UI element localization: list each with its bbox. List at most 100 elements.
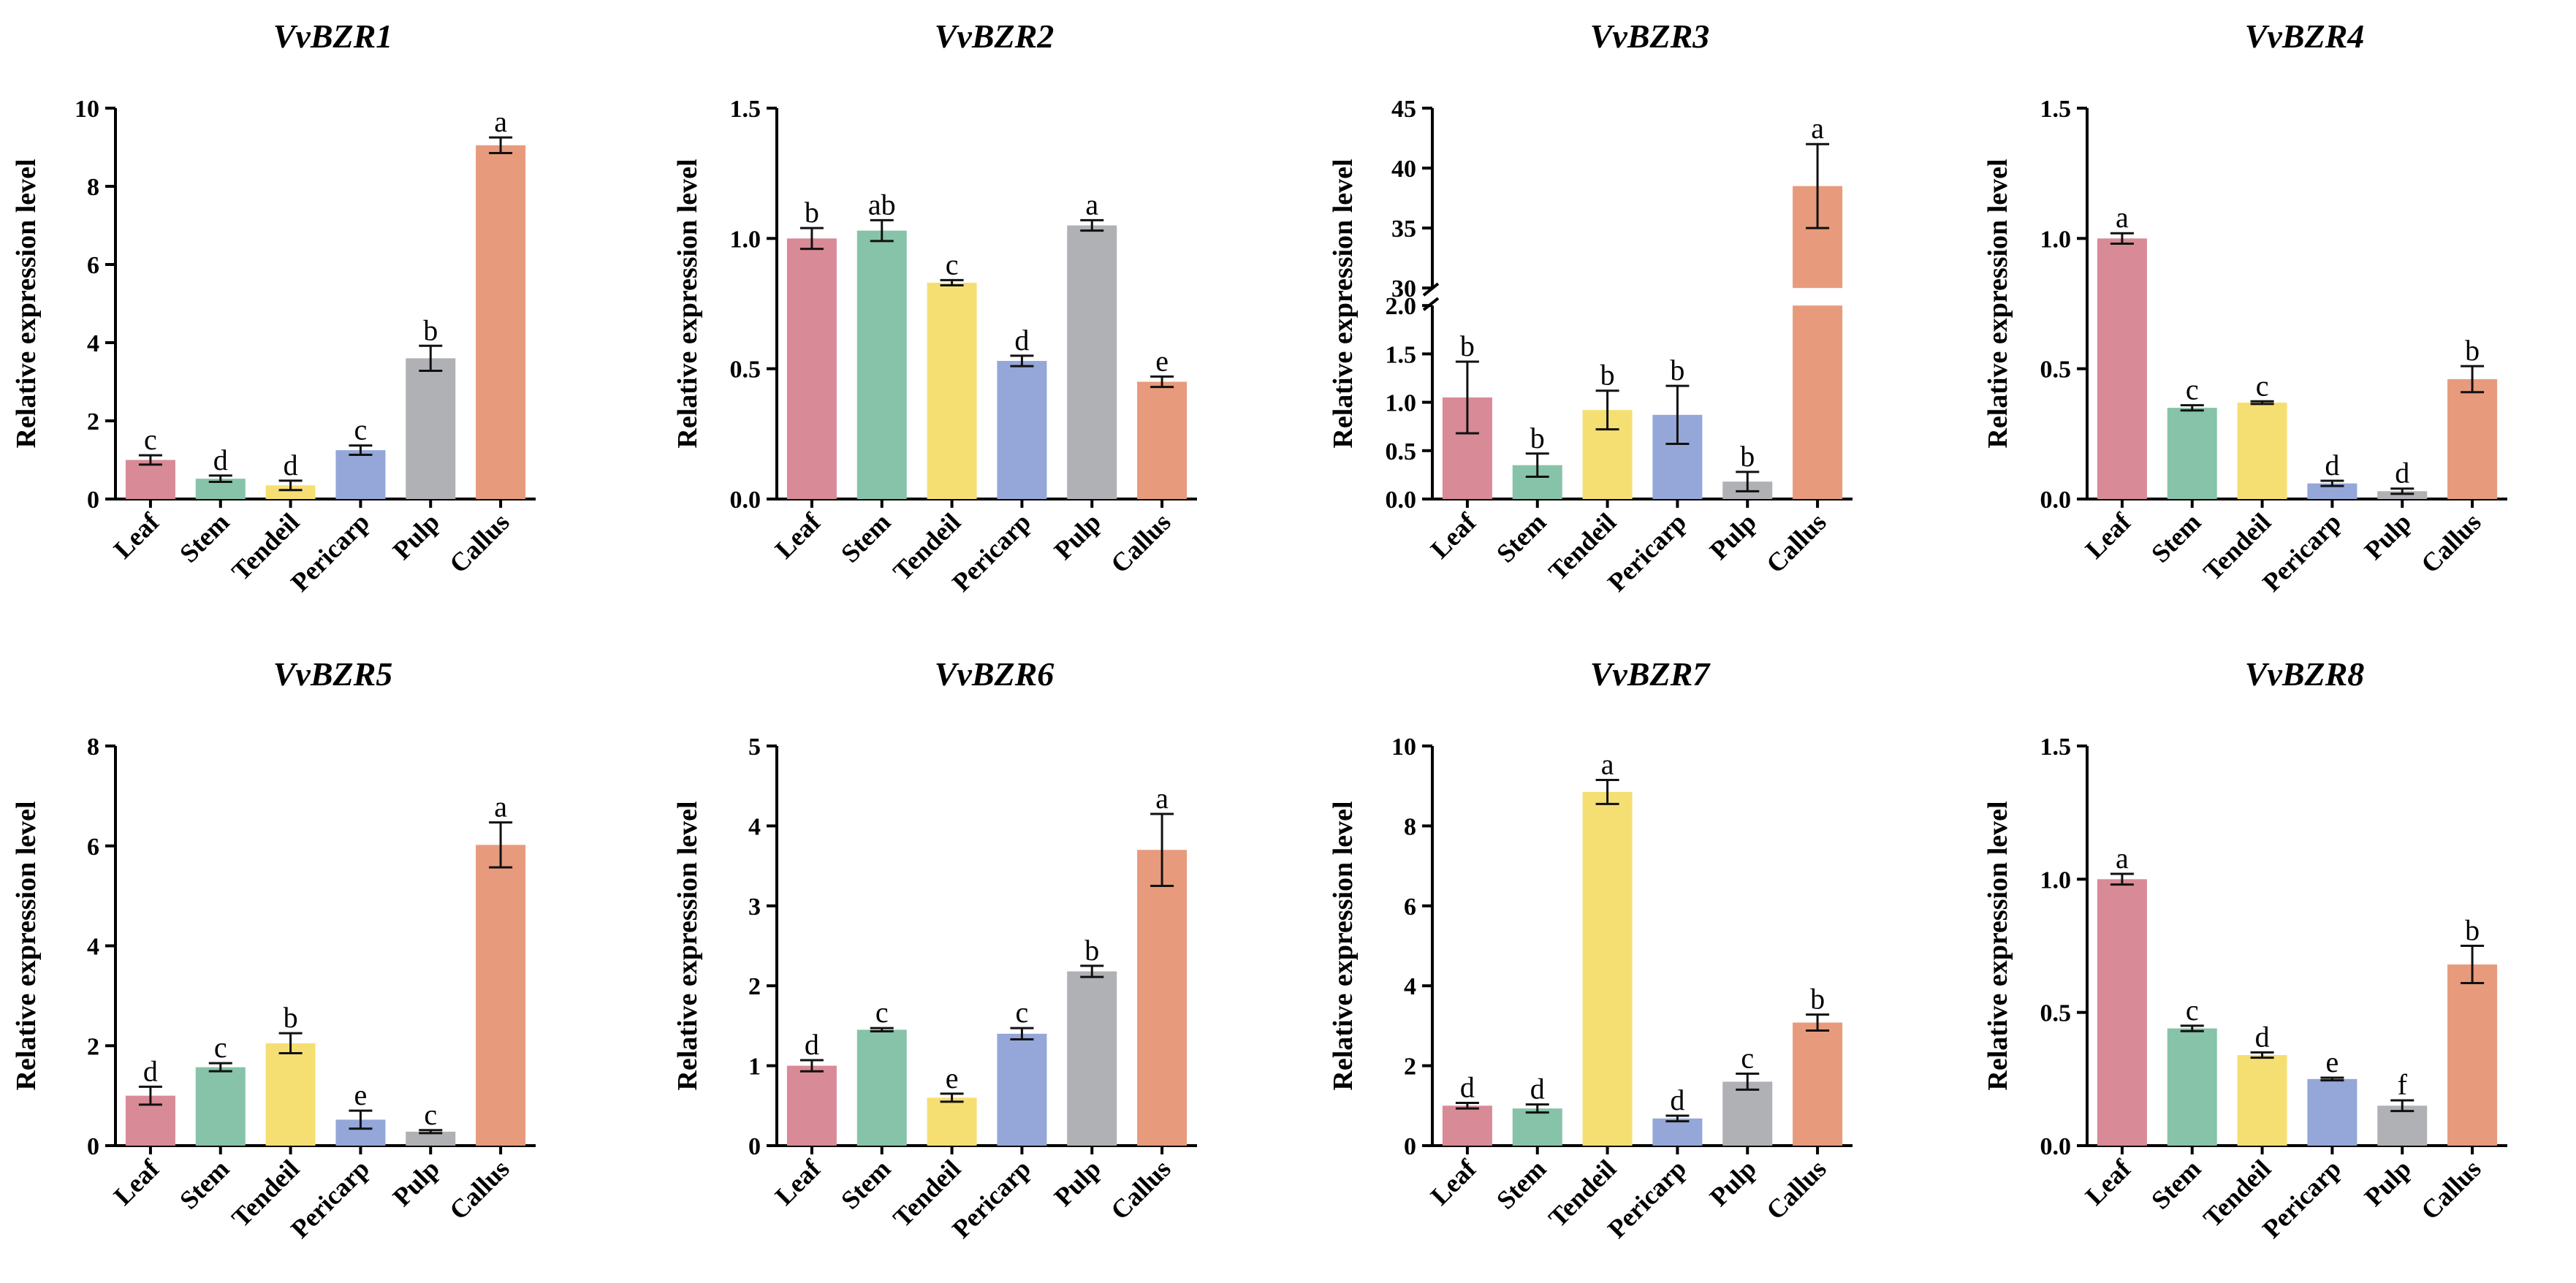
y-axis-label: Relative expression level bbox=[1983, 801, 2013, 1090]
y-tick-label: 2 bbox=[1404, 1054, 1416, 1081]
y-tick-label: 4 bbox=[87, 934, 99, 961]
y-tick-label: 30 bbox=[1391, 275, 1416, 302]
y-axis-label: Relative expression level bbox=[11, 159, 42, 448]
y-tick-label: 0 bbox=[87, 487, 99, 514]
bar bbox=[1793, 1022, 1843, 1146]
y-tick-label: 1.0 bbox=[2040, 226, 2072, 253]
chart-panel-8: VvBZR8 Relative expression level 0.0 0.5 1.0… bbox=[1983, 655, 2507, 1244]
significance-letter: a bbox=[1601, 747, 1614, 780]
y-tick-label: 0.5 bbox=[2040, 1000, 2072, 1027]
x-tick-label: Pericarp bbox=[946, 507, 1036, 597]
chart-title: VvBZR8 bbox=[2245, 655, 2365, 693]
bar bbox=[2097, 238, 2147, 499]
x-tick-label: Pulp bbox=[387, 1154, 445, 1211]
x-tick-label: Pericarp bbox=[285, 1154, 375, 1244]
bar bbox=[195, 1067, 246, 1146]
bar bbox=[856, 1029, 907, 1146]
x-tick-label: Callus bbox=[2415, 507, 2487, 579]
bar bbox=[2377, 1105, 2428, 1146]
significance-letter: b bbox=[1084, 934, 1099, 967]
y-axis-label: Relative expression level bbox=[1328, 159, 1359, 448]
significance-letter: a bbox=[1085, 188, 1098, 221]
y-tick-label: 0.5 bbox=[2040, 357, 2072, 384]
x-tick-label: Callus bbox=[1105, 1154, 1177, 1225]
x-tick-label: Leaf bbox=[2080, 1154, 2137, 1211]
y-tick-label: 1.5 bbox=[730, 96, 761, 123]
x-tick-label: Stem bbox=[835, 507, 896, 568]
y-axis-label: Relative expression level bbox=[11, 801, 42, 1090]
chart-panel-3: VvBZR3 Relative expression level 0.0 0.5 1.0… bbox=[1328, 18, 1853, 597]
significance-letter: e bbox=[354, 1078, 368, 1111]
significance-letter: a bbox=[2116, 842, 2129, 875]
x-tick-label: Pericarp bbox=[2257, 507, 2347, 597]
y-axis-label: Relative expression level bbox=[1983, 159, 2013, 448]
chart-title: VvBZR7 bbox=[1590, 655, 1711, 693]
y-tick-label: 8 bbox=[87, 734, 99, 761]
x-tick-label: Leaf bbox=[108, 507, 165, 564]
significance-letter: b bbox=[1740, 440, 1755, 473]
x-tick-label: Leaf bbox=[770, 507, 827, 564]
significance-letter: c bbox=[1741, 1042, 1754, 1075]
x-tick-label: Leaf bbox=[108, 1154, 165, 1211]
significance-letter: a bbox=[494, 105, 507, 138]
significance-letter: c bbox=[354, 414, 368, 446]
x-tick-label: Leaf bbox=[2080, 507, 2137, 564]
x-tick-label: Leaf bbox=[1425, 1154, 1482, 1211]
bar bbox=[1442, 1105, 1492, 1146]
y-axis-label: Relative expression level bbox=[672, 801, 703, 1090]
significance-letter: d bbox=[143, 1054, 158, 1087]
significance-letter: d bbox=[1460, 1070, 1475, 1103]
y-tick-label: 0.0 bbox=[1386, 487, 1417, 514]
significance-letter: b bbox=[2465, 914, 2480, 947]
x-tick-label: Pericarp bbox=[946, 1154, 1036, 1244]
significance-letter: f bbox=[2398, 1068, 2408, 1101]
bar bbox=[2167, 408, 2217, 499]
significance-letter: d bbox=[1530, 1073, 1545, 1105]
x-tick-label: Callus bbox=[1105, 507, 1177, 579]
x-tick-label: Leaf bbox=[1425, 507, 1482, 564]
bar bbox=[997, 360, 1047, 499]
significance-letter: b bbox=[1600, 359, 1615, 392]
x-tick-label: Stem bbox=[1491, 1154, 1551, 1214]
x-tick-label: Leaf bbox=[770, 1154, 827, 1211]
y-tick-label: 0 bbox=[748, 1133, 761, 1160]
significance-letter: d bbox=[213, 443, 228, 476]
significance-letter: b bbox=[805, 196, 819, 229]
bar bbox=[1137, 381, 1188, 499]
significance-letter: b bbox=[423, 313, 438, 346]
bar bbox=[997, 1033, 1047, 1146]
y-tick-label: 8 bbox=[87, 174, 99, 201]
bar bbox=[476, 145, 526, 499]
y-tick-label: 1.5 bbox=[2040, 96, 2072, 123]
bar bbox=[406, 1131, 456, 1146]
bar bbox=[1067, 225, 1117, 499]
chart-panel-5: VvBZR5 Relative expression level 0 2 4 6 8 d Lea… bbox=[11, 655, 536, 1244]
significance-letter: c bbox=[946, 248, 959, 281]
y-tick-label: 0.0 bbox=[2040, 1133, 2072, 1160]
significance-letter: d bbox=[284, 449, 298, 481]
significance-letter: c bbox=[1016, 996, 1029, 1029]
y-tick-label: 1.0 bbox=[2040, 867, 2072, 894]
chart-title: VvBZR2 bbox=[935, 18, 1055, 55]
bar bbox=[2097, 879, 2147, 1146]
significance-letter: ab bbox=[868, 188, 896, 221]
x-tick-label: Pericarp bbox=[2257, 1154, 2347, 1244]
x-tick-label: Pericarp bbox=[1602, 507, 1692, 597]
chart-title: VvBZR3 bbox=[1590, 18, 1710, 55]
significance-letter: d bbox=[2395, 457, 2409, 490]
chart-panel-4: VvBZR4 Relative expression level 0.0 0.5 1.0… bbox=[1983, 18, 2507, 597]
y-axis-label: Relative expression level bbox=[1328, 801, 1359, 1090]
bar bbox=[927, 282, 977, 499]
y-tick-label: 0.5 bbox=[730, 357, 761, 384]
y-tick-label: 0.5 bbox=[1386, 438, 1417, 465]
y-tick-label: 8 bbox=[1404, 813, 1416, 840]
x-tick-label: Pulp bbox=[1704, 507, 1762, 565]
significance-letter: c bbox=[144, 423, 157, 456]
bar bbox=[2447, 964, 2498, 1146]
x-tick-label: Pulp bbox=[1049, 507, 1106, 565]
bar bbox=[2167, 1028, 2217, 1146]
x-tick-label: Pulp bbox=[2359, 1154, 2417, 1211]
bar bbox=[406, 358, 456, 499]
bar bbox=[1652, 1118, 1703, 1146]
